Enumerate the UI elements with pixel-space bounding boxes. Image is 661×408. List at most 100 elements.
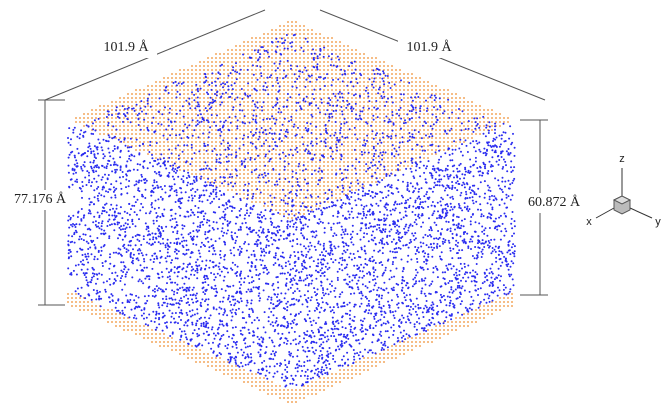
- particle: [264, 50, 266, 52]
- particle: [343, 165, 345, 167]
- particle: [83, 305, 85, 307]
- particle: [295, 89, 297, 91]
- particle: [227, 69, 229, 71]
- particle: [333, 245, 335, 247]
- particle: [299, 153, 301, 155]
- particle: [323, 133, 325, 135]
- particle: [279, 77, 281, 79]
- particle: [424, 234, 426, 236]
- particle: [235, 189, 237, 191]
- particle: [339, 65, 341, 67]
- particle: [431, 121, 433, 123]
- particle: [458, 274, 460, 276]
- particle: [363, 149, 365, 151]
- particle: [275, 173, 277, 175]
- particle: [207, 161, 209, 163]
- particle: [337, 99, 339, 101]
- particle: [207, 153, 209, 155]
- particle: [219, 133, 221, 135]
- particle: [159, 149, 161, 151]
- particle: [298, 271, 300, 273]
- particle: [189, 287, 191, 289]
- particle: [491, 277, 493, 279]
- particle: [319, 193, 321, 195]
- particle: [119, 101, 121, 103]
- particle: [159, 333, 161, 335]
- particle: [275, 29, 277, 31]
- particle: [152, 290, 154, 292]
- particle: [90, 201, 92, 203]
- particle: [327, 177, 329, 179]
- particle: [451, 101, 453, 103]
- particle: [179, 97, 181, 99]
- particle: [287, 393, 289, 395]
- particle: [432, 301, 434, 303]
- particle: [311, 389, 313, 391]
- particle: [363, 157, 365, 159]
- particle: [243, 45, 245, 47]
- particle: [283, 173, 285, 175]
- particle: [375, 157, 377, 159]
- particle: [338, 59, 340, 61]
- particle: [259, 113, 261, 115]
- particle: [179, 353, 181, 355]
- particle: [199, 69, 201, 71]
- particle: [299, 105, 301, 107]
- particle: [467, 137, 469, 139]
- particle: [267, 169, 269, 171]
- particle: [211, 357, 213, 359]
- particle: [359, 85, 361, 87]
- particle: [227, 101, 229, 103]
- particle: [183, 345, 185, 347]
- particle: [101, 229, 103, 231]
- particle: [318, 171, 320, 173]
- particle: [315, 270, 317, 272]
- particle: [212, 342, 214, 344]
- particle: [163, 341, 165, 343]
- particle: [91, 305, 93, 307]
- particle: [104, 155, 106, 157]
- particle: [272, 303, 274, 305]
- particle: [281, 377, 283, 379]
- particle: [323, 173, 325, 175]
- particle: [243, 69, 245, 71]
- particle: [251, 133, 253, 135]
- particle: [231, 369, 233, 371]
- particle: [331, 181, 333, 183]
- particle: [451, 329, 453, 331]
- particle: [267, 141, 269, 143]
- particle: [203, 69, 205, 71]
- particle: [442, 112, 444, 114]
- particle: [350, 346, 352, 348]
- particle: [435, 129, 437, 131]
- particle: [513, 233, 515, 235]
- particle: [295, 389, 297, 391]
- particle: [247, 85, 249, 87]
- particle: [163, 157, 165, 159]
- particle: [239, 101, 241, 103]
- particle: [295, 113, 297, 115]
- particle: [323, 145, 325, 147]
- particle: [200, 246, 202, 248]
- particle: [191, 125, 193, 127]
- particle: [247, 69, 249, 71]
- particle: [275, 161, 277, 163]
- particle: [287, 101, 289, 103]
- particle: [257, 336, 259, 338]
- particle: [111, 109, 113, 111]
- particle: [331, 161, 333, 163]
- particle: [263, 153, 265, 155]
- particle: [391, 276, 393, 278]
- particle: [355, 125, 357, 127]
- particle: [387, 145, 389, 147]
- particle: [381, 295, 383, 297]
- particle: [139, 333, 141, 335]
- particle: [450, 286, 452, 288]
- particle: [215, 165, 217, 167]
- particle: [263, 385, 265, 387]
- particle: [207, 117, 209, 119]
- particle: [169, 189, 171, 191]
- particle: [439, 325, 441, 327]
- particle: [276, 317, 278, 319]
- particle: [331, 189, 333, 191]
